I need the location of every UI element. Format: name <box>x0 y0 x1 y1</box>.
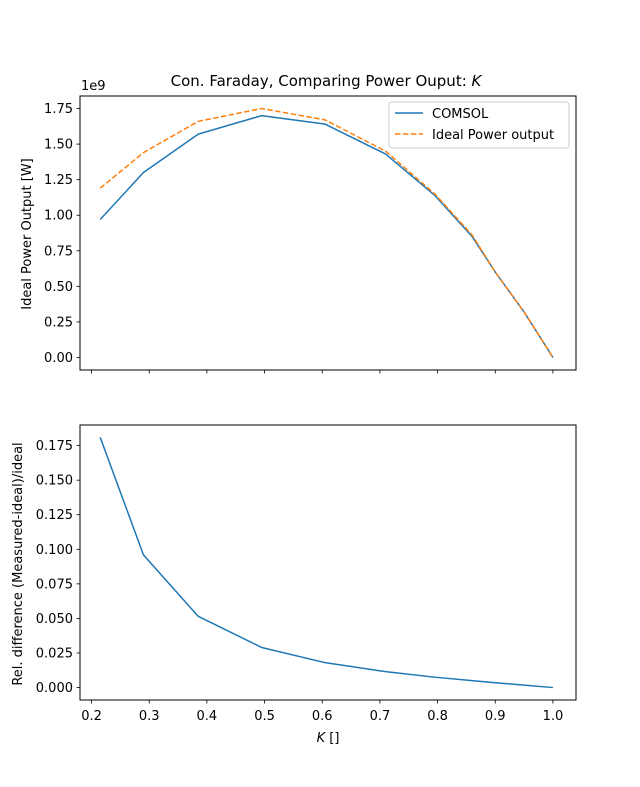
bottom-y-tick-label: 0.100 <box>36 543 73 558</box>
bottom-x-tick-label: 0.6 <box>312 709 333 724</box>
top-subplot: Con. Faraday, Comparing Power Ouput: K 1… <box>20 72 577 374</box>
top-y-tick-label: 0.25 <box>44 315 73 330</box>
legend-label-ideal-power-output: Ideal Power output <box>432 128 554 143</box>
top-chart-title-variable: K <box>472 72 483 90</box>
top-y-ticks: 0.00 0.25 0.50 0.75 1.00 1.25 1.50 1.75 <box>44 102 80 366</box>
bottom-x-axis-label: K [] <box>317 731 340 746</box>
bottom-y-ticks: 0.000 0.025 0.050 0.075 0.100 0.125 0.150 0.175 <box>36 439 80 696</box>
top-y-tick-label: 1.75 <box>44 102 73 117</box>
top-x-ticks <box>91 370 554 374</box>
top-axes-frame <box>79 95 577 371</box>
bottom-y-tick-label: 0.075 <box>36 577 73 592</box>
top-y-tick-label: 0.50 <box>44 280 73 295</box>
top-legend: COMSOL Ideal Power output <box>388 101 570 149</box>
bottom-y-tick-label: 0.125 <box>36 508 73 523</box>
bottom-subplot: Rel. difference (Measured-ideal)/ideal K… <box>11 424 577 746</box>
bottom-x-tick-label: 0.4 <box>197 709 218 724</box>
top-series-lines <box>99 107 554 358</box>
top-chart-title: Con. Faraday, Comparing Power Ouput: K <box>171 72 483 90</box>
bottom-y-tick-label: 0.050 <box>36 612 73 627</box>
bottom-y-tick-label: 0.000 <box>36 681 73 696</box>
bottom-x-tick-label: 0.7 <box>370 709 391 724</box>
bottom-y-tick-label: 0.025 <box>36 646 73 661</box>
top-y-axis-label: Ideal Power Output [W] <box>20 158 35 310</box>
top-y-tick-label: 1.50 <box>44 138 73 153</box>
bottom-series-lines <box>99 437 553 689</box>
bottom-y-axis-label: Rel. difference (Measured-ideal)/ideal <box>11 442 26 685</box>
bottom-y-tick-label: 0.175 <box>36 439 73 454</box>
top-y-tick-label: 0.75 <box>44 244 73 259</box>
bottom-y-tick-label: 0.150 <box>36 474 73 489</box>
bottom-x-tick-label: 0.2 <box>81 709 102 724</box>
top-y-tick-label: 1.00 <box>44 209 73 224</box>
legend-label-comsol: COMSOL <box>432 107 489 122</box>
legend-box <box>388 101 570 149</box>
top-y-tick-label: 1.25 <box>44 173 73 188</box>
top-y-offset-text: 1e9 <box>81 79 106 94</box>
bottom-x-tick-label: 0.9 <box>485 709 506 724</box>
bottom-x-ticks: 0.2 0.3 0.4 0.5 0.6 0.7 0.8 0.9 1.0 <box>81 700 563 724</box>
bottom-x-tick-label: 1.0 <box>543 709 564 724</box>
bottom-x-axis-label-variable: K <box>317 731 327 746</box>
bottom-x-tick-label: 0.8 <box>427 709 448 724</box>
bottom-x-axis-label-unit: [] <box>325 731 339 746</box>
bottom-x-tick-label: 0.5 <box>254 709 275 724</box>
top-y-tick-label: 0.00 <box>44 351 73 366</box>
top-chart-title-text: Con. Faraday, Comparing Power Ouput: <box>171 72 472 90</box>
bottom-axes-frame <box>79 424 577 701</box>
bottom-x-tick-label: 0.3 <box>139 709 160 724</box>
